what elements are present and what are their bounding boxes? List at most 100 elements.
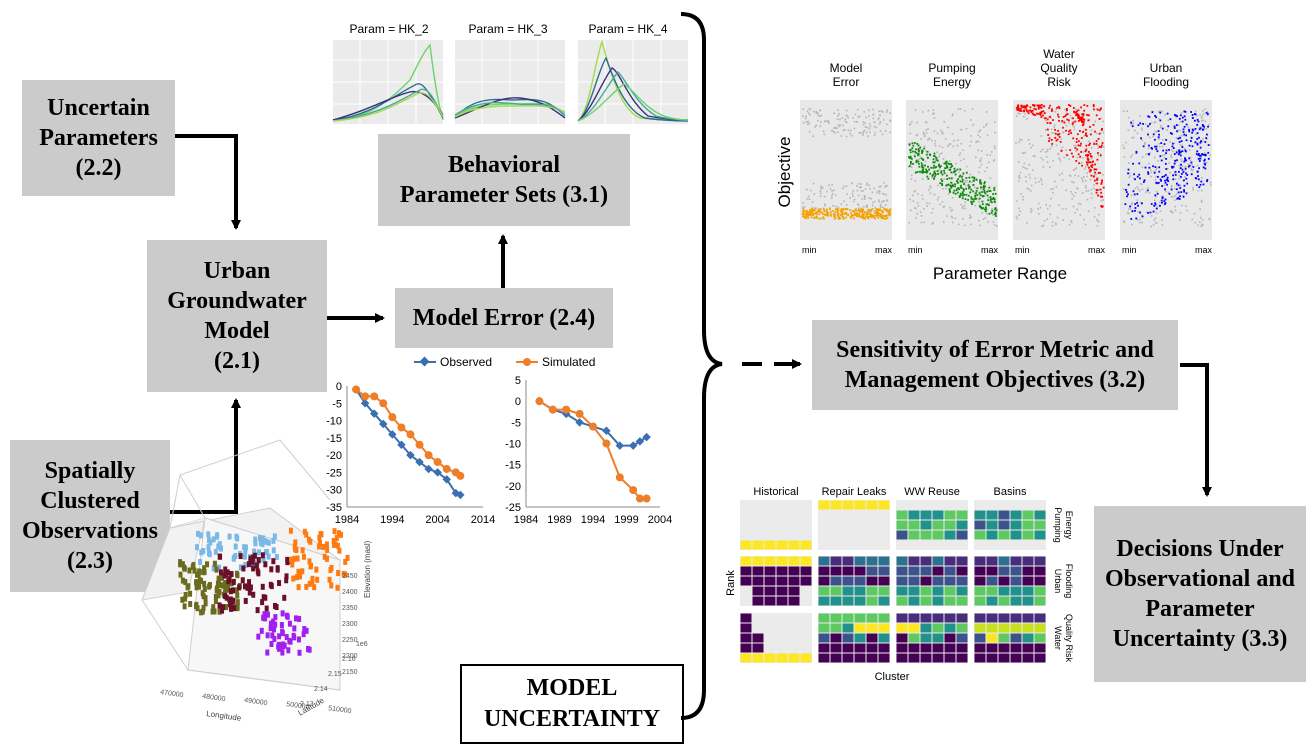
- scatter-3d-point: [269, 566, 274, 573]
- scatter-3d-point: [211, 565, 216, 572]
- scatter-subplot: min max: [906, 100, 998, 255]
- xtick-min: min: [908, 245, 923, 255]
- heatmap-panel: Historical Repair Leaks WW Reuse Basins Pump…: [725, 486, 1074, 683]
- scatter-3d-point: [264, 548, 269, 555]
- ytick-label: 2.15: [328, 671, 342, 678]
- scatter-3d-point: [234, 587, 239, 594]
- scatter-3d-point: [322, 553, 327, 560]
- scatter-3d-point: [198, 558, 203, 565]
- heatmap-cell-block: [818, 556, 890, 606]
- heatmap-cell-block: [974, 556, 1046, 606]
- scatter-3d-point: [202, 565, 207, 572]
- density-title-2: Param = HK_3: [468, 22, 547, 36]
- scatter-3d-point: [243, 597, 248, 604]
- scatter-3d-point: [277, 580, 282, 587]
- scatter-3d-point: [345, 554, 350, 561]
- scatter-3d-point: [273, 621, 278, 628]
- scatter-3d-point: [194, 579, 199, 586]
- scatter-3d-point: [225, 569, 230, 576]
- heatmap-ylabel: Rank: [725, 570, 737, 596]
- scatter-3d-point: [277, 633, 282, 640]
- scatter-title: Risk: [1047, 75, 1071, 89]
- scatter-3d-point: [297, 649, 302, 656]
- scatter-3d-point: [273, 614, 278, 621]
- scatter-3d-point: [263, 561, 268, 568]
- scatter-3d-point: [197, 577, 202, 584]
- heatmap-cell-block: [896, 500, 968, 550]
- brace-bracket: [680, 12, 723, 720]
- data-point: [406, 450, 415, 460]
- scatter-3d-point: [269, 583, 274, 590]
- scatter-3d-point: [228, 601, 233, 608]
- arrow-observations-to-model: [170, 398, 241, 514]
- ytick-label: 1e6: [356, 641, 368, 648]
- scatter-3d-point: [332, 528, 337, 535]
- data-point: [433, 458, 442, 467]
- data-point: [442, 464, 451, 473]
- scatter-3d-point: [255, 607, 260, 614]
- scatter-3d-point: [235, 599, 240, 606]
- scatter-3d-point: [223, 566, 228, 573]
- scatter-title: Urban: [1150, 61, 1183, 75]
- data-point: [575, 418, 584, 427]
- scatter-3d-point: [223, 593, 228, 600]
- scatter-3d-point: [243, 583, 248, 590]
- scatter-subplot: min max: [1120, 100, 1212, 255]
- scatter-3d-point: [321, 543, 326, 550]
- xtick-label: 1994: [581, 514, 605, 526]
- scatter-3d-point: [284, 573, 289, 580]
- scatter-title: Error: [833, 75, 860, 89]
- scatter-3d-point: [272, 635, 277, 642]
- scatter-3d-point: [211, 536, 216, 543]
- data-point: [535, 397, 544, 406]
- scatter-3d-point: [229, 605, 234, 612]
- scatter-3d-point: [250, 558, 255, 565]
- scatter-3d-point: [231, 597, 236, 604]
- scatter-3d-point: [272, 602, 277, 609]
- ytick-label: 5: [515, 375, 521, 387]
- scatter-3d-point: [215, 580, 220, 587]
- scatter-3d-point: [328, 567, 333, 574]
- scatter-3d-point: [214, 533, 219, 540]
- heatmap-row-title: Pumping: [1053, 507, 1063, 543]
- data-point: [433, 468, 442, 477]
- ytick-label: -25: [505, 502, 521, 514]
- scatter-3d-point: [292, 555, 297, 562]
- scatter-3d-point: [317, 534, 322, 541]
- scatter-subplot: min max: [800, 100, 892, 255]
- scatter-title: Water: [1043, 47, 1075, 61]
- xtick-label: 1984: [514, 514, 538, 526]
- scatter-3d-point: [307, 558, 312, 565]
- ztick-label: 2250: [342, 637, 358, 644]
- heatmap-row-title: Water: [1053, 626, 1063, 650]
- scatter-3d-point: [271, 547, 276, 554]
- scatter-3d-point: [182, 603, 187, 610]
- behavioral-parameter-sets-label: Behavioral Parameter Sets (3.1): [399, 152, 609, 208]
- scatter-3d-point: [254, 562, 259, 569]
- scatter-3d-point: [247, 589, 252, 596]
- scatter-3d-point: [271, 558, 276, 565]
- scatter-3d-point: [308, 538, 313, 545]
- scatter-3d-point: [261, 556, 266, 563]
- scatter-3d-point: [271, 618, 276, 625]
- scatter-3d-point: [217, 588, 222, 595]
- scatter-3d-point: [294, 615, 299, 622]
- scatter-3d-point: [217, 606, 222, 613]
- scatter-3d-point: [203, 600, 208, 607]
- scatter-3d-point: [243, 547, 248, 554]
- scatter-3d-point: [266, 539, 271, 546]
- scatter-3d-point: [188, 590, 193, 597]
- scatter-3d-point: [300, 547, 305, 554]
- scatter-3d-point: [213, 548, 218, 555]
- scatter-3d-point: [314, 566, 319, 573]
- scatter-3d-point: [180, 596, 185, 603]
- scatter-3d-point: [188, 600, 193, 607]
- scatter-3d-point: [295, 555, 300, 562]
- heatmap-col-title: WW Reuse: [904, 486, 960, 498]
- scatter-title: Energy: [933, 75, 971, 89]
- data-point: [615, 473, 624, 482]
- ytick-label: 0: [336, 381, 342, 393]
- scatter-3d-point: [238, 553, 243, 560]
- scatter-3d-point: [256, 549, 261, 556]
- sensitivity-box: Sensitivity of Error Metric and Manageme…: [812, 320, 1178, 410]
